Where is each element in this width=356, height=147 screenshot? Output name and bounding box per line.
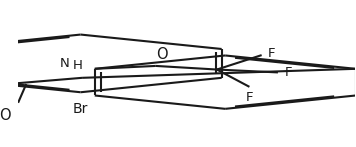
- Text: O: O: [157, 47, 168, 62]
- Text: H: H: [73, 59, 83, 72]
- Text: O: O: [0, 108, 11, 123]
- Text: Br: Br: [73, 102, 88, 116]
- Text: F: F: [268, 47, 276, 60]
- Text: F: F: [246, 91, 253, 104]
- Text: F: F: [284, 66, 292, 79]
- Text: N: N: [60, 57, 70, 70]
